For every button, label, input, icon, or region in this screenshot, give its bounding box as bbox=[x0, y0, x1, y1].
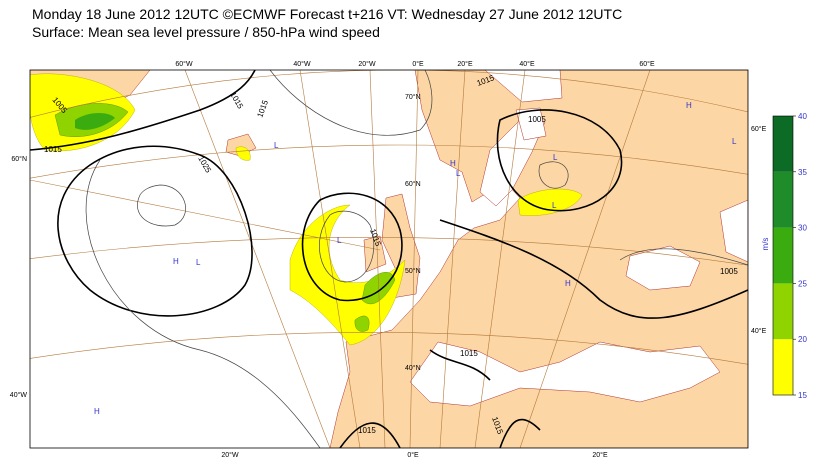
pressure-center: H bbox=[686, 101, 692, 110]
colorbar: 15 20 25 30 35 40 bbox=[772, 112, 807, 400]
isobar-label: 1015 bbox=[44, 145, 62, 154]
longitude-label: 0°E bbox=[412, 60, 424, 68]
pressure-center: L bbox=[456, 169, 461, 178]
latitude-label: 50°N bbox=[405, 267, 421, 275]
edge-label: 40°E bbox=[751, 327, 767, 335]
pressure-center: L bbox=[553, 153, 558, 162]
edge-label: 60°E bbox=[751, 125, 767, 133]
isobar-label: 1005 bbox=[720, 267, 738, 276]
graticule bbox=[30, 70, 748, 448]
longitude-label: 60°W bbox=[175, 60, 193, 68]
longitude-label: 20°W bbox=[358, 60, 376, 68]
pressure-center: L bbox=[337, 236, 342, 245]
longitude-label: 20°E bbox=[457, 60, 473, 68]
isobar-label: 1015 bbox=[460, 349, 478, 358]
longitude-label: 40°W bbox=[293, 60, 311, 68]
colorbar-frame bbox=[772, 115, 794, 396]
pressure-center: H bbox=[94, 407, 100, 416]
longitude-label: 40°E bbox=[519, 60, 535, 68]
pressure-center: L bbox=[552, 201, 557, 210]
isobars-major bbox=[30, 70, 748, 448]
pressure-center: H bbox=[173, 257, 179, 266]
longitude-label: 20°E bbox=[592, 451, 608, 459]
wind-25-30 bbox=[75, 113, 115, 130]
pressure-center: L bbox=[732, 137, 737, 146]
isobars-minor bbox=[85, 70, 748, 448]
map-body bbox=[30, 70, 748, 448]
map-frame bbox=[29, 69, 749, 449]
longitude-label: 20°W bbox=[221, 451, 239, 459]
colorbar-segment bbox=[773, 227, 793, 284]
pressure-center: L bbox=[274, 141, 279, 150]
isobar-label: 1015 bbox=[358, 426, 376, 435]
colorbar-segment bbox=[773, 171, 793, 228]
isobar-label: 1005 bbox=[528, 115, 546, 124]
pressure-center: L bbox=[196, 258, 201, 267]
longitude-label: 60°E bbox=[639, 60, 655, 68]
colorbar-segment bbox=[773, 116, 793, 172]
colorbar-tick-label: 30 bbox=[798, 224, 807, 233]
colorbar-segment bbox=[773, 283, 793, 340]
pressure-center: H bbox=[565, 279, 571, 288]
edge-label: 40°W bbox=[10, 391, 28, 399]
colorbar-unit: m/s bbox=[761, 238, 770, 251]
latitude-label: 70°N bbox=[405, 93, 421, 101]
latitude-label: 40°N bbox=[405, 364, 421, 372]
title: Monday 18 June 2012 12UTC ©ECMWF Forecas… bbox=[32, 6, 623, 22]
edge-label: 60°N bbox=[11, 155, 27, 163]
subtitle: Surface: Mean sea level pressure / 850-h… bbox=[32, 24, 380, 40]
colorbar-tick-label: 15 bbox=[798, 391, 807, 400]
colorbar-tick-label: 25 bbox=[798, 279, 807, 288]
colorbar-tick-label: 40 bbox=[798, 112, 807, 121]
pressure-center: H bbox=[450, 159, 456, 168]
colorbar-tick-label: 35 bbox=[798, 168, 807, 177]
longitude-label: 0°E bbox=[407, 451, 419, 459]
colorbar-segment bbox=[773, 339, 793, 395]
colorbar-tick-label: 20 bbox=[798, 335, 807, 344]
latitude-label: 60°N bbox=[405, 180, 421, 188]
